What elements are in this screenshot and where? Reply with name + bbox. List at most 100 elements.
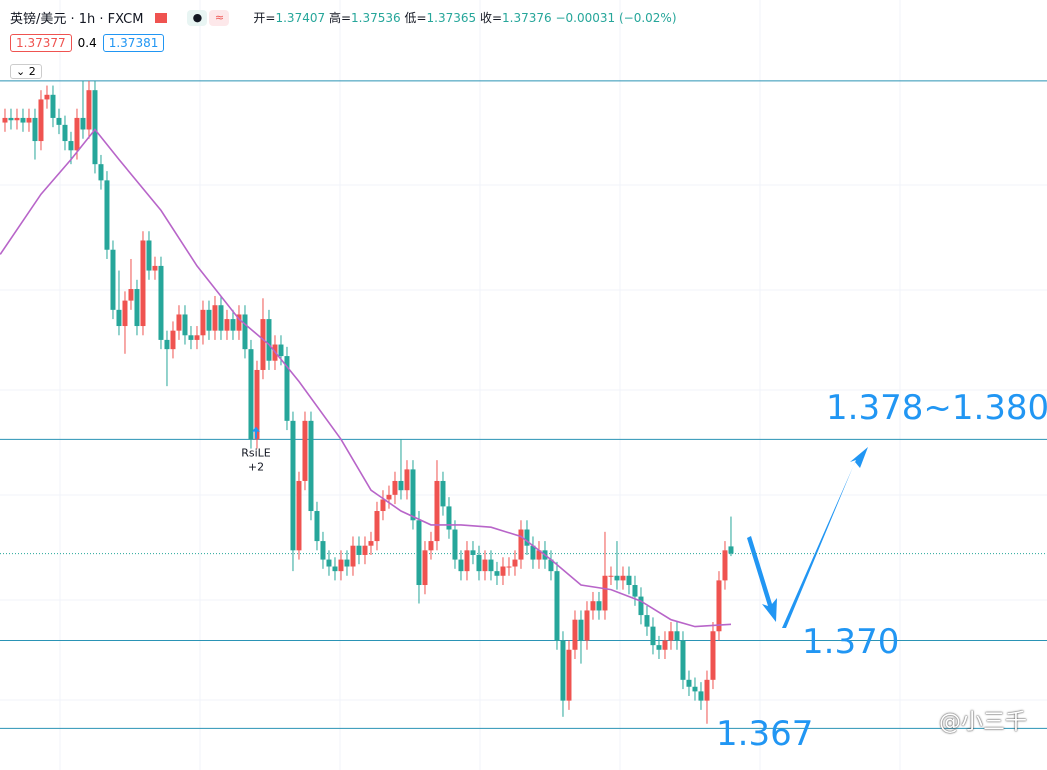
- candle-body: [284, 356, 290, 421]
- candle-body: [68, 141, 74, 151]
- candle-body: [680, 640, 686, 680]
- candle-body: [446, 506, 452, 530]
- candle-body: [452, 529, 458, 560]
- candle-body: [266, 319, 272, 361]
- signal-arrow: [251, 426, 260, 439]
- ohlc-values: 开=1.37407 高=1.37536 低=1.37365 收=1.37376 …: [253, 9, 676, 26]
- candle-body: [332, 566, 338, 572]
- candle-body: [554, 571, 560, 641]
- candle-body: [716, 580, 722, 632]
- candle-body: [728, 546, 734, 554]
- candle-body: [560, 640, 566, 701]
- candle-body: [416, 520, 422, 586]
- candle-body: [296, 480, 302, 551]
- candle-body: [434, 480, 440, 542]
- candle-body: [98, 164, 104, 181]
- candle-body: [236, 314, 242, 331]
- candle-body: [356, 545, 362, 555]
- candle-body: [206, 309, 212, 331]
- candle-body: [548, 559, 554, 572]
- ohlc-label: 低=: [404, 11, 427, 25]
- candle-body: [722, 550, 728, 581]
- candle-body: [20, 117, 26, 123]
- candle-body: [440, 480, 446, 507]
- candle-body: [704, 679, 710, 701]
- candle-body: [482, 559, 488, 572]
- candle-body: [86, 90, 92, 130]
- candle-body: [644, 615, 650, 627]
- candle-body: [146, 240, 152, 271]
- candle-body: [506, 566, 512, 568]
- candle-body: [488, 559, 494, 572]
- candle-body: [248, 349, 254, 440]
- price-boxes: 1.37377 0.4 1.37381: [10, 34, 165, 52]
- annotation: 1.370: [802, 622, 900, 662]
- spread: 0.4: [77, 36, 97, 50]
- candle-body: [710, 631, 716, 680]
- candle-body: [134, 289, 140, 327]
- candle-body: [578, 619, 584, 641]
- ask-box: 1.37381: [102, 34, 165, 52]
- candle-body: [464, 550, 470, 572]
- candle-body: [32, 117, 38, 142]
- signal-name: RsiLE: [241, 447, 271, 460]
- candle-body: [374, 511, 380, 542]
- candle-body: [242, 314, 248, 350]
- flag-icon[interactable]: [155, 12, 168, 23]
- candle-body: [362, 545, 368, 555]
- candle-body: [536, 550, 542, 560]
- candle-body: [50, 94, 56, 118]
- candle-body: [698, 691, 704, 701]
- watermark: @小三千: [938, 710, 1027, 735]
- candle-body: [110, 249, 116, 310]
- down-arrow: [747, 536, 777, 622]
- candle-body: [116, 309, 122, 327]
- candle-body: [530, 545, 536, 560]
- candle-body: [302, 420, 308, 481]
- ohlc-change: −0.00031 (−0.02%): [555, 11, 677, 25]
- candle-body: [566, 649, 572, 701]
- candle-body: [128, 289, 134, 301]
- candle-body: [320, 541, 326, 560]
- candle-body: [428, 541, 434, 551]
- ohlc-value: 1.37376: [502, 11, 552, 25]
- signal-count: +2: [248, 461, 264, 474]
- candle-body: [500, 566, 506, 576]
- candle-body: [386, 494, 392, 500]
- candle-body: [476, 554, 482, 572]
- candle-body: [260, 319, 266, 370]
- candle-body: [14, 117, 20, 121]
- candle-body: [176, 314, 182, 331]
- up-arrow: [782, 447, 868, 628]
- candle-body: [92, 90, 98, 165]
- symbol-title: 英镑/美元 · 1h · FXCM: [10, 12, 144, 27]
- status-dot[interactable]: ●: [187, 9, 208, 26]
- candle-body: [308, 420, 314, 512]
- candle-body: [56, 117, 62, 125]
- candle-body: [608, 575, 614, 577]
- candle-body: [674, 631, 680, 641]
- candle-body: [338, 559, 344, 572]
- candle-body: [44, 94, 50, 100]
- candle-body: [224, 319, 230, 331]
- candle-body: [182, 314, 188, 336]
- candle-body: [638, 596, 644, 616]
- candle-body: [410, 469, 416, 521]
- candle-body: [572, 619, 578, 650]
- header: 英镑/美元 · 1h · FXCM ● ≈ 开=1.37407 高=1.37536…: [10, 8, 677, 27]
- candle-body: [620, 575, 626, 581]
- candle-body: [380, 499, 386, 512]
- candle-body: [350, 545, 356, 567]
- candle-body: [326, 559, 332, 567]
- collapse-button[interactable]: ⌄ 2: [10, 64, 42, 79]
- candle-body: [602, 575, 608, 611]
- candle-body: [344, 559, 350, 567]
- candle-body: [80, 117, 86, 130]
- candle-body: [626, 575, 632, 586]
- status-wave[interactable]: ≈: [209, 9, 230, 26]
- candle-body: [632, 585, 638, 597]
- ohlc-label: 收=: [479, 11, 503, 25]
- ohlc-value: 1.37365: [426, 11, 477, 25]
